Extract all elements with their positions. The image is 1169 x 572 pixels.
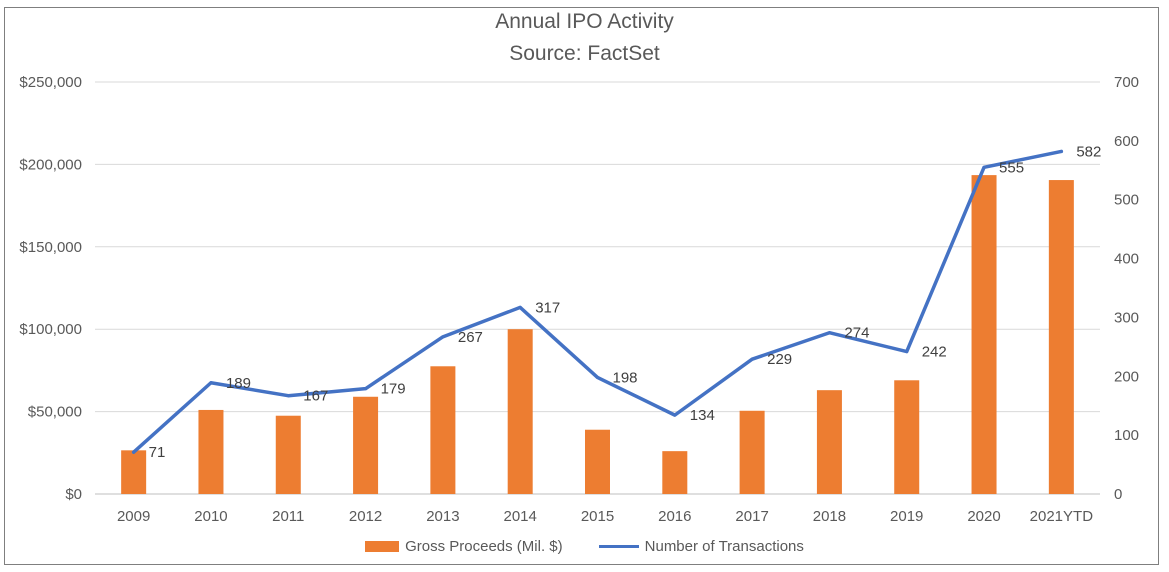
data-label: 189 xyxy=(226,375,251,392)
legend: Gross Proceeds (Mil. $) Number of Transa… xyxy=(0,538,1169,555)
line-point xyxy=(827,331,831,335)
bar xyxy=(1048,180,1074,494)
data-label: 267 xyxy=(458,329,483,346)
line-point xyxy=(132,450,136,454)
y-right-tick-label: 400 xyxy=(1114,251,1139,268)
x-tick-label: 2015 xyxy=(581,508,614,525)
data-label: 242 xyxy=(922,344,947,361)
line-point xyxy=(750,357,754,361)
legend-label-line: Number of Transactions xyxy=(644,538,804,555)
x-tick-label: 2021YTD xyxy=(1030,508,1094,525)
y-right-tick-label: 100 xyxy=(1114,427,1139,444)
x-tick-label: 2016 xyxy=(658,508,691,525)
x-tick-label: 2019 xyxy=(890,508,923,525)
data-label: 71 xyxy=(149,444,166,461)
y-right-tick-label: 500 xyxy=(1114,192,1139,209)
y-left-tick-label: $50,000 xyxy=(28,404,82,421)
line-point xyxy=(982,165,986,169)
chart-frame xyxy=(4,7,1159,565)
legend-label-bars: Gross Proceeds (Mil. $) xyxy=(405,538,563,555)
y-right-tick-label: 200 xyxy=(1114,368,1139,385)
line-point xyxy=(596,375,599,379)
y-left-tick-label: $100,000 xyxy=(19,321,82,338)
bar xyxy=(739,410,765,494)
x-tick-label: 2011 xyxy=(272,508,304,525)
data-label: 198 xyxy=(613,369,638,386)
x-tick-label: 2009 xyxy=(117,508,150,525)
bar xyxy=(353,396,379,494)
x-tick-label: 2014 xyxy=(504,508,537,525)
data-label: 229 xyxy=(767,351,792,368)
chart-title: Annual IPO Activity xyxy=(495,10,674,33)
y-right-tick-label: 0 xyxy=(1114,486,1122,503)
data-label: 134 xyxy=(690,407,715,424)
transactions-line xyxy=(131,149,1064,454)
line-point xyxy=(286,394,290,398)
line-point xyxy=(673,413,677,417)
line-point xyxy=(209,381,213,385)
chart-subtitle: Source: FactSet xyxy=(509,42,660,65)
y-left-tick-label: $200,000 xyxy=(19,156,82,173)
data-label: 167 xyxy=(303,388,328,405)
line-point xyxy=(905,350,909,354)
bar xyxy=(507,329,533,494)
y-right-tick-label: 600 xyxy=(1114,133,1139,150)
bar xyxy=(198,409,224,494)
x-tick-label: 2020 xyxy=(967,508,1000,525)
line-point xyxy=(364,387,368,391)
y-right-tick-label: 700 xyxy=(1114,74,1139,91)
bar xyxy=(430,366,456,494)
x-tick-label: 2010 xyxy=(194,508,227,525)
data-label: 274 xyxy=(844,325,869,342)
x-tick-label: 2017 xyxy=(735,508,768,525)
line-point xyxy=(518,305,522,309)
legend-item-bars: Gross Proceeds (Mil. $) xyxy=(365,538,563,555)
data-label: 555 xyxy=(999,159,1024,176)
line-point xyxy=(1059,149,1063,153)
y-left-tick-label: $150,000 xyxy=(19,239,82,256)
bar xyxy=(121,450,147,494)
line-point xyxy=(441,335,445,339)
data-label: 317 xyxy=(535,299,560,316)
legend-item-line: Number of Transactions xyxy=(598,538,804,555)
bar xyxy=(894,380,920,494)
data-label: 179 xyxy=(381,381,406,398)
bar xyxy=(971,175,997,494)
bar xyxy=(816,390,842,494)
x-tick-label: 2013 xyxy=(426,508,459,525)
bar xyxy=(585,429,610,494)
data-label: 582 xyxy=(1076,143,1101,160)
y-right-tick-label: 300 xyxy=(1114,309,1139,326)
x-tick-label: 2012 xyxy=(349,508,382,525)
x-tick-label: 2018 xyxy=(813,508,846,525)
bar xyxy=(275,415,301,494)
legend-swatch-line xyxy=(598,545,639,548)
y-left-tick-label: $0 xyxy=(65,486,82,503)
y-left-tick-label: $250,000 xyxy=(19,74,82,91)
bar xyxy=(662,451,688,494)
legend-swatch-bars xyxy=(365,541,400,552)
